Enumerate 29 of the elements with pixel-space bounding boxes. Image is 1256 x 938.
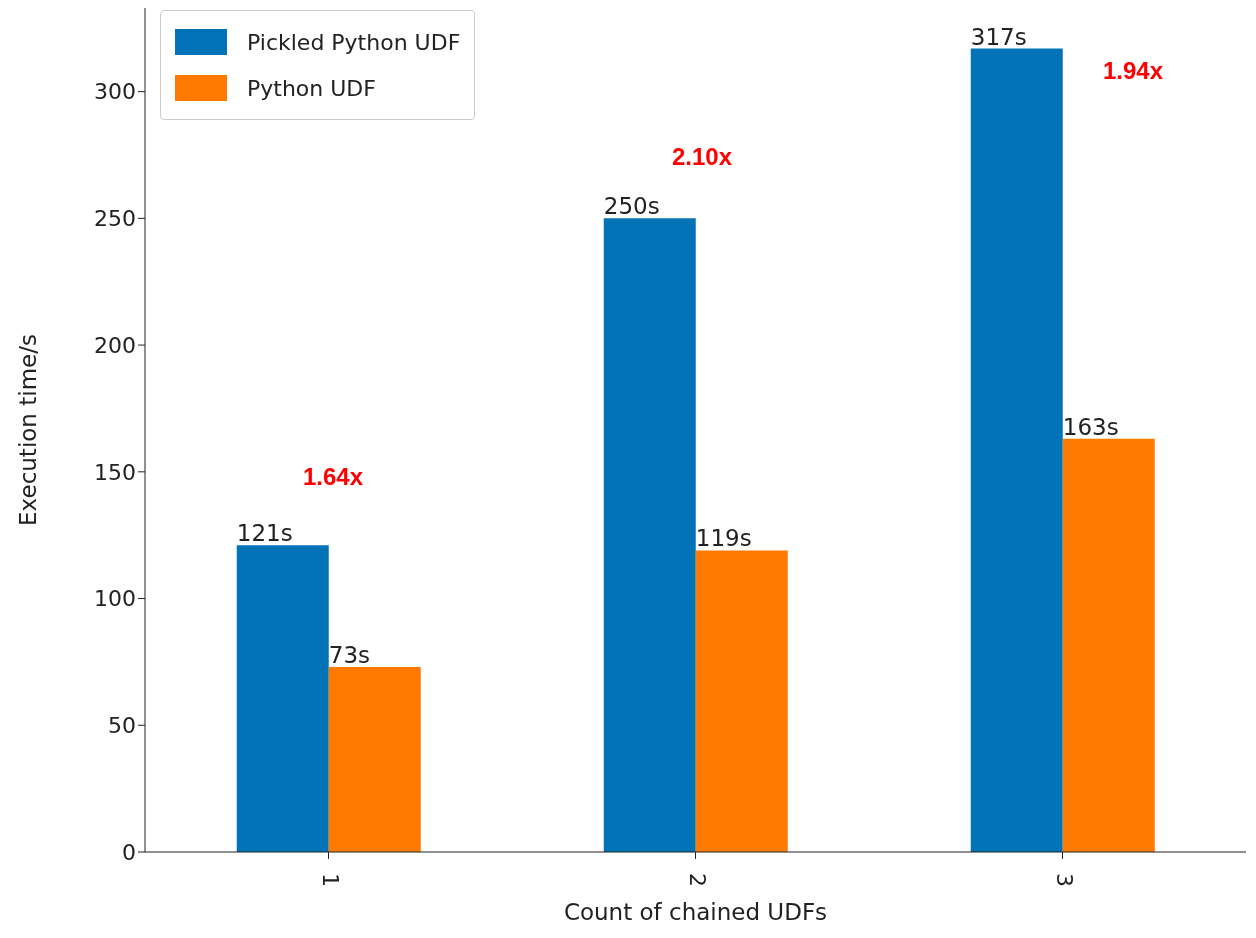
annotation: 1.64x xyxy=(303,463,364,491)
x-tick-label: 2 xyxy=(684,873,710,887)
bar xyxy=(603,218,696,852)
annotation: 2.10x xyxy=(672,143,733,171)
y-axis-title: Execution time/s xyxy=(15,334,42,526)
annotation: 1.94x xyxy=(1103,57,1164,85)
data-label: 119s xyxy=(695,525,752,552)
data-label: 317s xyxy=(970,23,1027,50)
y-tick-label: 200 xyxy=(94,332,136,358)
legend-label: Python UDF xyxy=(247,75,376,101)
data-label: 163s xyxy=(1062,413,1119,440)
bar xyxy=(236,545,329,852)
data-label: 73s xyxy=(328,641,370,668)
y-tick-label: 100 xyxy=(94,586,136,612)
bar xyxy=(970,48,1063,852)
x-axis-title: Count of chained UDFs xyxy=(563,899,828,925)
y-tick-label: 0 xyxy=(122,839,136,865)
y-tick-label: 250 xyxy=(94,206,136,232)
x-tick-label: 1 xyxy=(317,873,343,887)
y-tick-label: 150 xyxy=(94,459,136,485)
x-tick-label: 3 xyxy=(1051,873,1077,887)
legend-label: Pickled Python UDF xyxy=(247,29,461,55)
bar xyxy=(1062,438,1155,852)
bar xyxy=(695,550,788,852)
y-tick-label: 50 xyxy=(108,713,136,739)
bar xyxy=(328,666,421,852)
y-tick-label: 300 xyxy=(94,79,136,105)
data-label: 250s xyxy=(603,193,660,220)
data-label: 121s xyxy=(236,520,293,547)
